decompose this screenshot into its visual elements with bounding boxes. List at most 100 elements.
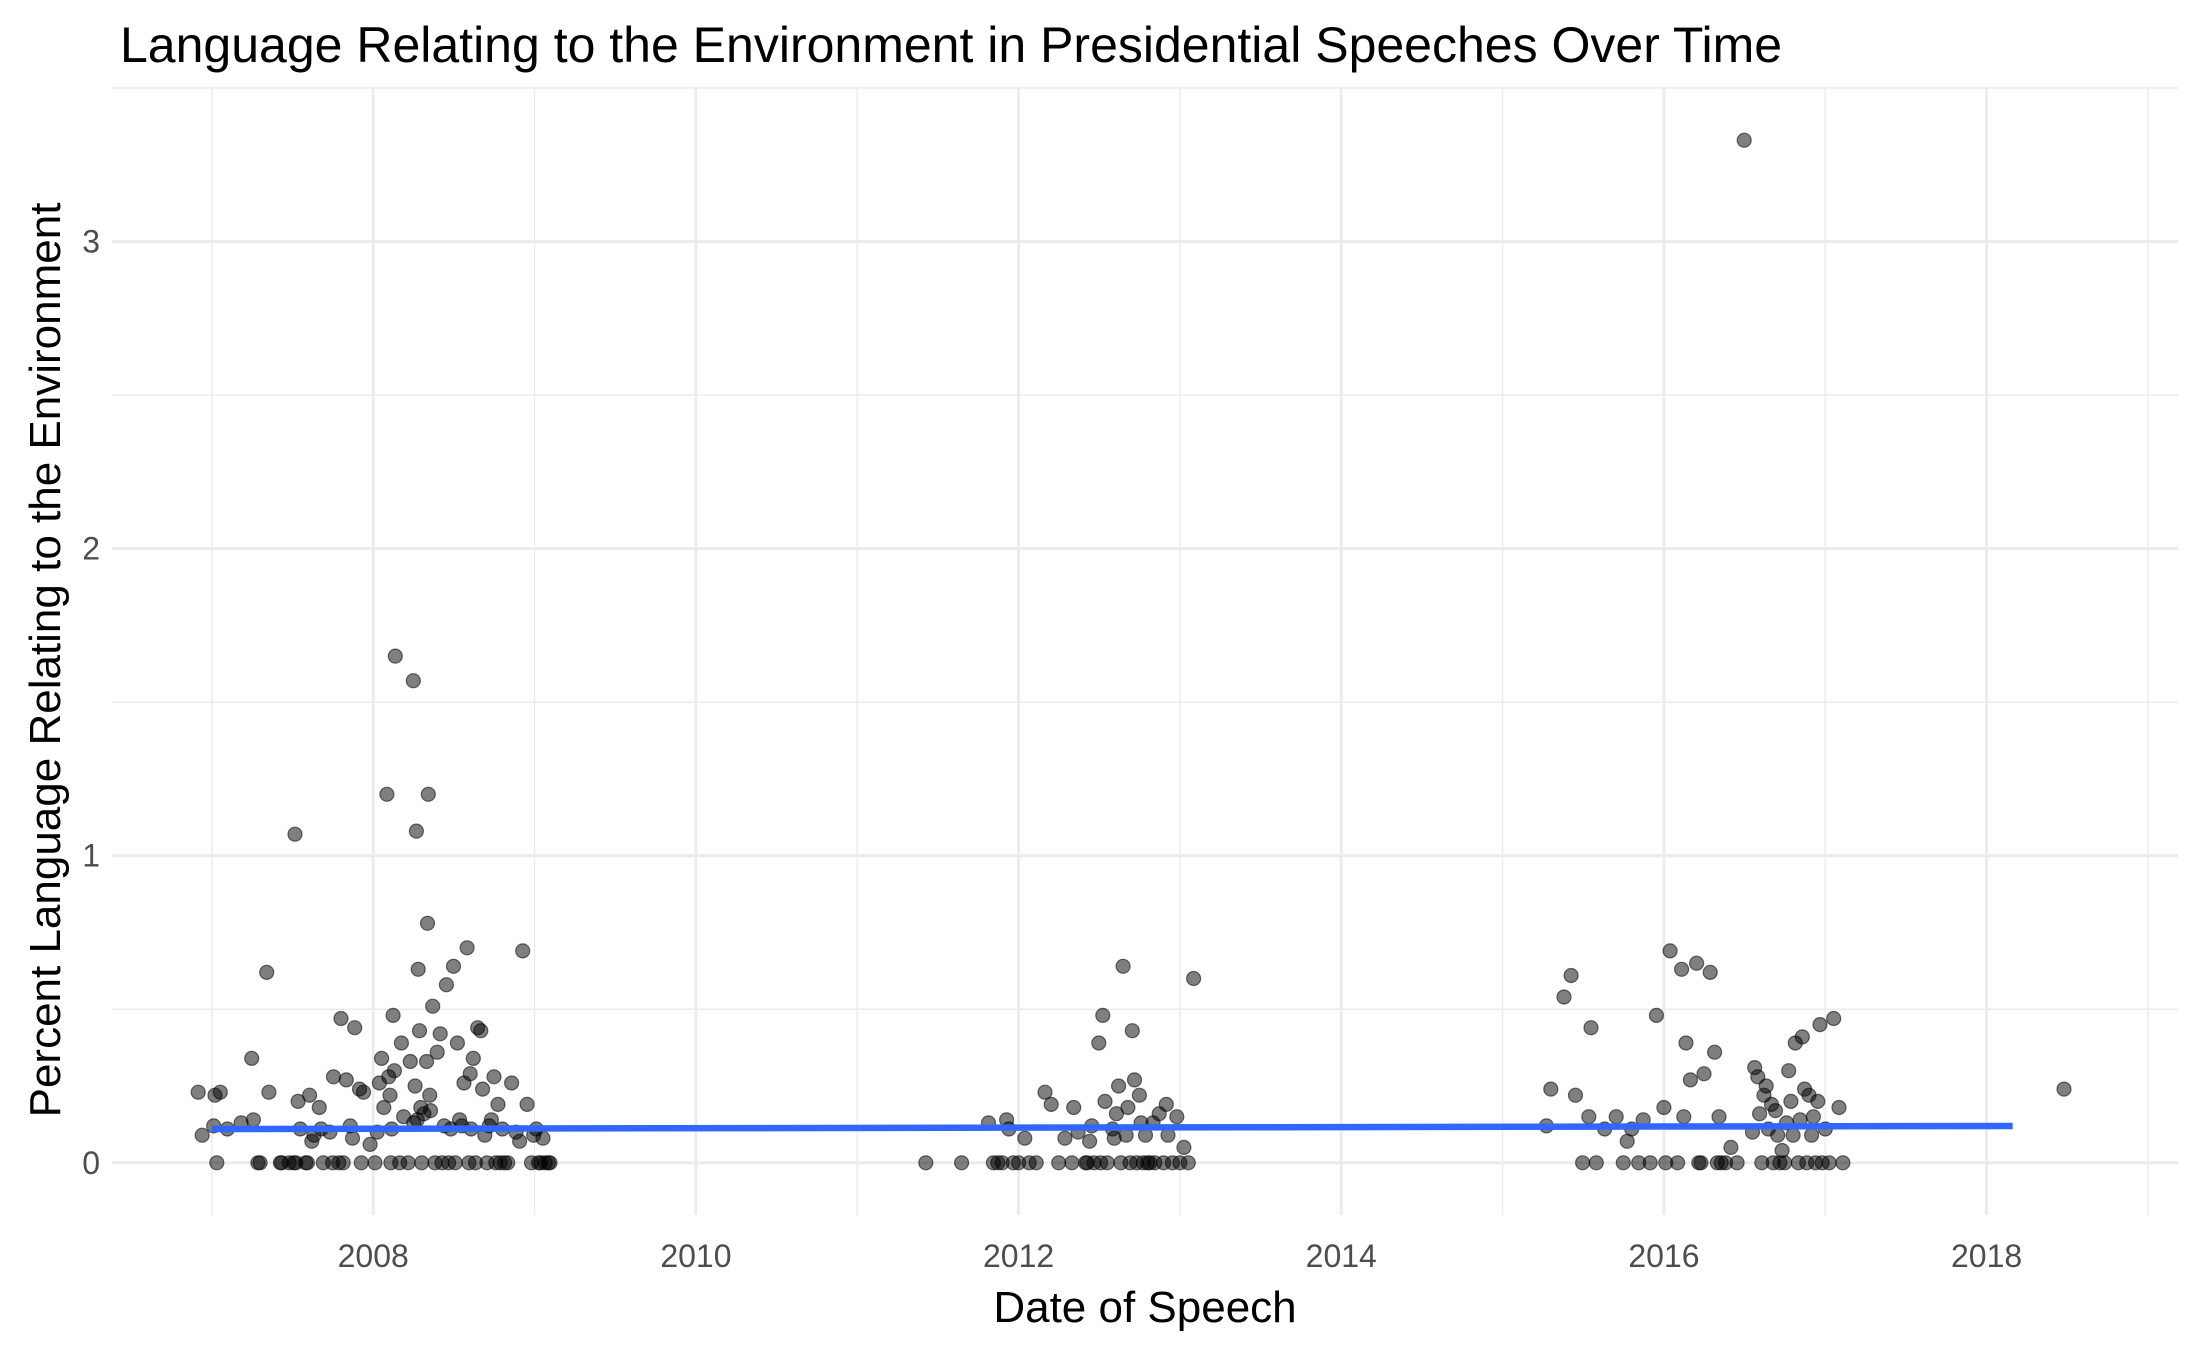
data-point [1066, 1099, 1082, 1116]
data-point [347, 1020, 363, 1036]
data-point [445, 958, 462, 974]
data-point [1774, 1142, 1790, 1159]
data-point [1729, 1155, 1745, 1171]
data-point [245, 1112, 261, 1128]
data-point [1581, 1109, 1597, 1125]
data-point [1785, 1127, 1801, 1143]
data-point [473, 1023, 489, 1039]
data-point [1057, 1130, 1073, 1146]
data-point [1669, 1155, 1686, 1171]
data-point [486, 1069, 502, 1085]
data-point [438, 977, 454, 993]
data-point [490, 1096, 506, 1113]
data-point [1693, 1155, 1709, 1171]
data-point [1751, 1106, 1768, 1122]
data-point [459, 940, 475, 956]
data-point [1812, 1016, 1828, 1033]
data-point [387, 648, 403, 664]
data-point [1169, 1109, 1185, 1125]
data-point [1783, 1093, 1799, 1110]
data-point [1563, 967, 1579, 984]
data-point [385, 1007, 401, 1024]
data-point [500, 1155, 516, 1171]
data-point [209, 1155, 225, 1171]
y-tick-label: 2 [82, 531, 100, 567]
data-point [1158, 1096, 1174, 1113]
x-tick-label: 2018 [1951, 1238, 2022, 1274]
data-point [519, 1096, 535, 1113]
data-point [325, 1069, 342, 1085]
data-point [1642, 1155, 1658, 1171]
data-point [504, 1075, 520, 1091]
data-point [414, 1155, 430, 1171]
data-point [462, 1066, 478, 1082]
data-point [447, 1155, 463, 1171]
data-point [1758, 1078, 1774, 1094]
data-point [252, 1155, 268, 1171]
data-point [410, 961, 426, 977]
x-tick-label: 2014 [1306, 1238, 1377, 1274]
data-point [1794, 1029, 1810, 1045]
data-point [1043, 1096, 1059, 1113]
data-point [419, 1053, 435, 1070]
data-point [333, 1010, 349, 1027]
data-point [407, 1078, 423, 1094]
data-point [1124, 1023, 1140, 1039]
data-point [393, 1035, 409, 1051]
data-point [1781, 1063, 1797, 1079]
data-point [1091, 1035, 1107, 1051]
data-point [212, 1084, 228, 1100]
data-point [355, 1084, 372, 1100]
data-point [1081, 1133, 1098, 1149]
x-tick-labels: 2008 2010 2012 2014 2016 2018 [338, 1238, 2023, 1274]
data-point [1770, 1127, 1786, 1143]
y-tick-label: 1 [82, 838, 100, 874]
data-point [311, 1099, 327, 1116]
data-point [1711, 1109, 1727, 1125]
x-tick-label: 2016 [1628, 1238, 1699, 1274]
data-point [194, 1127, 210, 1143]
data-point [244, 1050, 260, 1067]
data-point [1064, 1155, 1080, 1171]
data-point [1131, 1087, 1148, 1103]
data-point [259, 964, 275, 981]
data-point [1095, 1007, 1111, 1024]
data-point [1615, 1155, 1631, 1171]
data-point [362, 1136, 378, 1153]
data-point [382, 1087, 398, 1103]
data-point [1037, 1084, 1053, 1100]
data-point [379, 786, 395, 802]
data-point [1097, 1093, 1113, 1110]
data-point [1126, 1072, 1143, 1088]
chart-title: Language Relating to the Environment in … [120, 17, 1782, 73]
data-point [1662, 943, 1678, 959]
y-tick-label: 0 [82, 1145, 100, 1181]
grid-minor [112, 87, 2178, 1215]
data-point [1676, 1109, 1692, 1125]
data-point [1180, 1155, 1196, 1171]
data-point [1706, 1044, 1723, 1060]
data-point [1821, 1155, 1837, 1171]
data-point [353, 1155, 369, 1171]
data-point [1567, 1087, 1584, 1103]
data-point [1656, 1099, 1672, 1116]
data-point [420, 786, 436, 802]
data-point [1110, 1078, 1127, 1094]
data-point [1185, 970, 1202, 987]
data-point [1831, 1099, 1847, 1116]
data-point [1176, 1139, 1192, 1156]
data-point [1556, 989, 1572, 1005]
data-point [302, 1087, 318, 1103]
x-axis-title: Date of Speech [993, 1283, 1296, 1332]
data-point [1028, 1155, 1044, 1171]
data-point [1648, 1007, 1665, 1024]
data-point [402, 1053, 418, 1070]
data-points [190, 132, 2072, 1171]
data-point [290, 1093, 306, 1110]
data-point [515, 943, 531, 959]
data-point [953, 1155, 970, 1171]
data-point [411, 1023, 428, 1039]
data-point [429, 1044, 445, 1060]
data-point [1120, 1099, 1136, 1116]
data-point [542, 1155, 558, 1171]
